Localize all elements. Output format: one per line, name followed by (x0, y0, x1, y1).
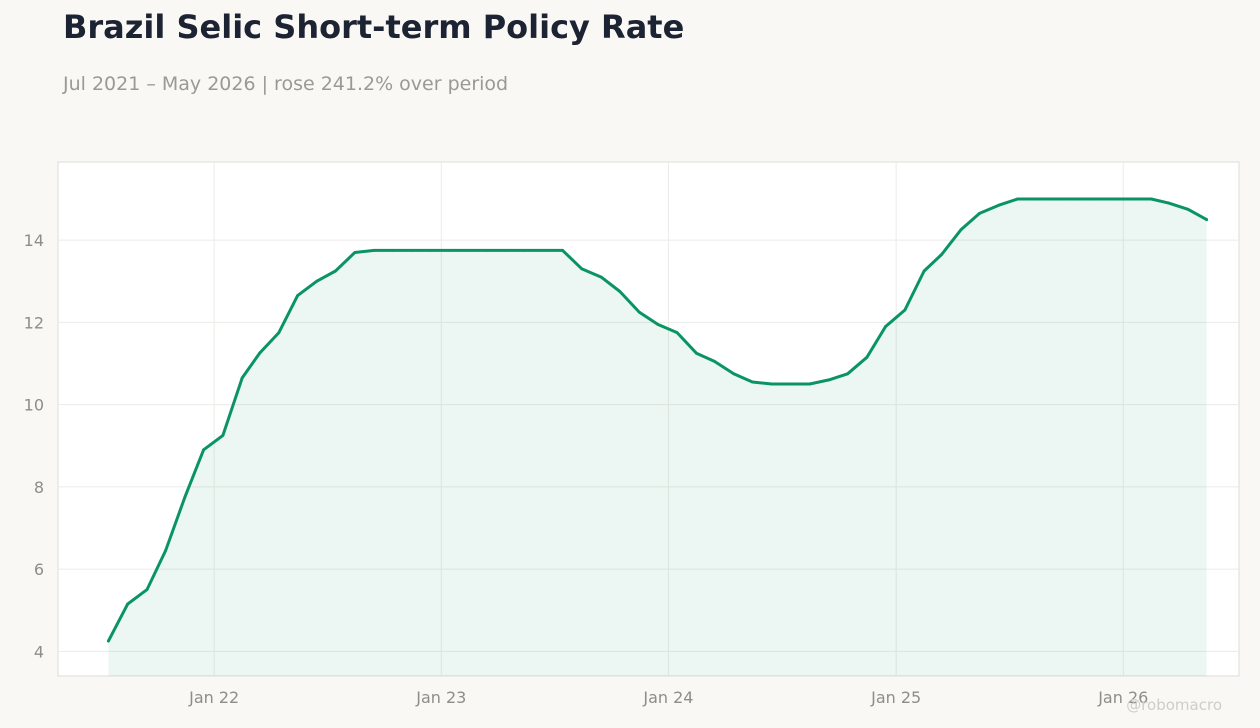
data-point (542, 249, 546, 252)
data-point (618, 290, 622, 293)
chart-title: Brazil Selic Short-term Policy Rate (63, 8, 685, 46)
x-tick-label: Jan 23 (415, 688, 466, 707)
x-tick-label: Jan 22 (188, 688, 239, 707)
data-point (334, 269, 337, 273)
grid-lines (58, 162, 1239, 676)
data-point (1016, 197, 1019, 201)
data-point (1092, 197, 1096, 201)
data-point (523, 249, 527, 252)
data-point (959, 228, 963, 232)
data-point (1186, 207, 1190, 211)
data-point (656, 323, 660, 326)
data-point (1167, 201, 1171, 205)
data-point (997, 203, 1001, 207)
y-tick-label: 4 (34, 642, 44, 661)
data-point (1073, 197, 1077, 201)
data-point (296, 294, 299, 297)
data-point (107, 639, 110, 643)
data-point (240, 376, 244, 380)
y-tick-label: 8 (34, 478, 44, 497)
data-point (315, 279, 319, 283)
data-point (485, 249, 489, 252)
y-tick-label: 6 (34, 560, 44, 579)
data-point (277, 331, 281, 334)
data-point (827, 378, 831, 382)
data-point (922, 269, 926, 273)
data-point (1205, 218, 1208, 222)
x-tick-label: Jan 26 (1097, 688, 1148, 707)
watermark: @robomacro (1126, 696, 1222, 714)
data-point (846, 372, 849, 376)
data-point (429, 249, 433, 252)
x-tick-label: Jan 24 (642, 688, 693, 707)
axis-tick-labels: 4 6 8 10 12 14 Jan 22 Jan 23 Jan 24 Jan 25 Jan 26 (24, 231, 1149, 707)
data-point (164, 549, 168, 552)
data-point (145, 588, 149, 591)
x-tick-label: Jan 25 (870, 688, 921, 707)
y-tick-label: 14 (24, 231, 44, 250)
data-point (884, 325, 887, 328)
data-point (865, 355, 869, 359)
series-area (106, 197, 1209, 676)
data-point (713, 360, 716, 363)
data-point (504, 249, 508, 252)
data-point (940, 253, 943, 256)
series-area-fill (108, 199, 1207, 676)
data-point (978, 212, 981, 215)
data-point (903, 308, 907, 312)
data-point (599, 275, 603, 279)
data-point (1054, 197, 1058, 201)
data-point (1149, 197, 1153, 201)
data-point (467, 249, 471, 252)
data-point (448, 249, 452, 252)
data-point (675, 331, 679, 334)
chart-subtitle: Jul 2021 – May 2026 | rose 241.2% over p… (63, 73, 509, 95)
data-point (808, 382, 812, 386)
data-point (751, 380, 754, 384)
data-point (410, 249, 414, 252)
data-point (580, 267, 584, 271)
data-point (221, 434, 225, 437)
data-point (789, 382, 792, 386)
data-point (695, 351, 698, 355)
data-point (1111, 197, 1115, 201)
data-point (1130, 197, 1134, 201)
data-point (1035, 197, 1039, 201)
data-point (561, 249, 564, 252)
data-point (126, 602, 130, 606)
y-tick-label: 10 (24, 396, 44, 415)
data-point (183, 495, 187, 499)
data-point (391, 249, 395, 252)
data-point (770, 382, 774, 386)
data-point (202, 448, 206, 452)
data-point (258, 351, 261, 355)
data-point (732, 372, 736, 376)
data-point (637, 310, 641, 314)
data-point (353, 251, 357, 254)
y-tick-label: 12 (24, 313, 44, 332)
data-point (372, 249, 376, 252)
plot-area (57, 161, 1240, 677)
